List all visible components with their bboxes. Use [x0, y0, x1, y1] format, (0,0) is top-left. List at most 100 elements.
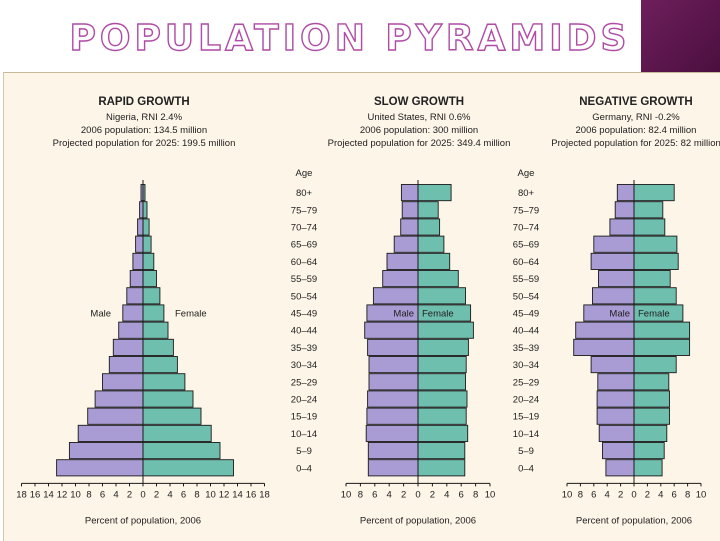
age-group-label: 25–29	[513, 377, 539, 388]
age-group-label: 55–59	[513, 274, 539, 285]
x-tick-label: 4	[113, 489, 118, 500]
male-bar-30–34	[108, 356, 144, 374]
male-bar-10–14	[77, 424, 144, 442]
age-group-label: 0–4	[518, 463, 534, 474]
x-tick-label: 0	[631, 489, 636, 500]
female-bar-0–4	[633, 459, 663, 477]
male-bar-65–69	[135, 235, 144, 253]
age-group-label: 70–74	[291, 223, 317, 234]
x-tick-label: 10	[562, 489, 573, 500]
age-group-label: 50–54	[291, 291, 317, 302]
x-tick-label: 8	[358, 489, 363, 500]
x-tick-label: 2	[645, 489, 650, 500]
age-group-label: 75–79	[291, 205, 317, 216]
x-axis-title: Percent of population, 2006	[360, 515, 476, 526]
male-bar-35–39	[573, 338, 635, 356]
male-bar-40–44	[364, 321, 419, 339]
female-bar-25–29	[633, 373, 670, 391]
slide-title: POPULATION PYRAMIDS	[69, 17, 631, 59]
male-bar-70–74	[400, 218, 419, 236]
panel-subtitle: 2006 population: 82.4 million	[576, 125, 697, 136]
x-tick-label: 18	[259, 489, 270, 500]
female-bar-60–64	[142, 252, 155, 270]
male-bar-0–4	[367, 459, 419, 477]
x-tick-label: 10	[341, 489, 352, 500]
x-tick-label: 6	[181, 489, 186, 500]
female-bar-10–14	[142, 424, 212, 442]
female-bar-45–49	[142, 304, 165, 322]
x-tick-label: 4	[167, 489, 172, 500]
age-group-label: 45–49	[291, 309, 317, 320]
x-axis-title: Percent of population, 2006	[576, 515, 692, 526]
female-bar-60–64	[633, 252, 679, 270]
panel-subtitle: Projected population for 2025: 82 millio…	[551, 138, 720, 149]
panel-title: SLOW GROWTH	[374, 96, 464, 108]
panel-subtitle: Nigeria, RNI 2.4%	[106, 112, 183, 123]
x-tick-label: 2	[618, 489, 623, 500]
male-bar-75–79	[139, 201, 144, 219]
x-tick-label: 12	[219, 489, 230, 500]
female-bar-70–74	[142, 218, 150, 236]
male-bar-10–14	[598, 424, 635, 442]
female-bar-75–79	[417, 201, 439, 219]
male-bar-75–79	[614, 201, 635, 219]
female-label: Female	[422, 309, 454, 320]
male-bar-5–9	[602, 442, 635, 460]
x-tick-label: 6	[459, 489, 464, 500]
male-bar-30–34	[368, 356, 419, 374]
x-tick-label: 10	[485, 489, 496, 500]
age-group-label: 10–14	[291, 429, 317, 440]
male-label: Male	[609, 309, 630, 320]
pyramids-chart: RAPID GROWTH Nigeria, RNI 2.4% 2006 popula…	[16, 96, 720, 526]
male-bar-50–54	[592, 287, 635, 305]
age-group-label: 50–54	[513, 291, 539, 302]
x-tick-label: 10	[205, 489, 216, 500]
female-bar-20–24	[633, 390, 670, 408]
age-group-label: 60–64	[513, 257, 539, 268]
x-tick-label: 18	[16, 489, 27, 500]
x-tick-label: 4	[658, 489, 663, 500]
x-tick-label: 2	[127, 489, 132, 500]
age-group-label: 0–4	[296, 463, 312, 474]
female-bar-25–29	[142, 373, 186, 391]
male-bar-5–9	[367, 442, 419, 460]
female-bar-70–74	[417, 218, 441, 236]
x-tick-label: 2	[430, 489, 435, 500]
male-bar-20–24	[367, 390, 419, 408]
male-bar-70–74	[137, 218, 144, 236]
pyramids-figure: RAPID GROWTH Nigeria, RNI 2.4% 2006 popula…	[3, 72, 720, 541]
x-tick-label: 8	[578, 489, 583, 500]
x-tick-label: 6	[100, 489, 105, 500]
age-group-label: 60–64	[291, 257, 317, 268]
female-bar-80+	[417, 184, 452, 202]
female-bar-0–4	[417, 459, 466, 477]
male-bar-45–49	[122, 304, 144, 322]
male-bar-0–4	[56, 459, 144, 477]
female-label: Female	[175, 309, 207, 320]
female-bar-5–9	[142, 442, 221, 460]
age-group-label: 20–24	[291, 395, 317, 406]
female-bar-40–44	[417, 321, 474, 339]
female-bar-65–69	[633, 235, 678, 253]
age-group-label: 25–29	[291, 377, 317, 388]
panel-subtitle: Germany, RNI -0.2%	[592, 112, 680, 123]
female-bar-25–29	[417, 373, 466, 391]
x-tick-label: 0	[415, 489, 420, 500]
male-bar-65–69	[593, 235, 635, 253]
male-bar-0–4	[605, 459, 635, 477]
x-tick-label: 8	[194, 489, 199, 500]
age-group-label: 80+	[518, 188, 535, 199]
female-bar-0–4	[142, 459, 234, 477]
male-bar-5–9	[68, 442, 144, 460]
female-bar-70–74	[633, 218, 666, 236]
age-group-label: 40–44	[291, 326, 317, 337]
x-tick-label: 6	[591, 489, 596, 500]
x-tick-label: 8	[86, 489, 91, 500]
age-group-label: 35–39	[513, 343, 539, 354]
male-bar-55–59	[129, 270, 144, 288]
x-tick-label: 2	[154, 489, 159, 500]
male-bar-60–64	[386, 252, 419, 270]
female-bar-30–34	[633, 356, 677, 374]
male-bar-50–54	[126, 287, 144, 305]
female-bar-15–19	[142, 407, 202, 425]
